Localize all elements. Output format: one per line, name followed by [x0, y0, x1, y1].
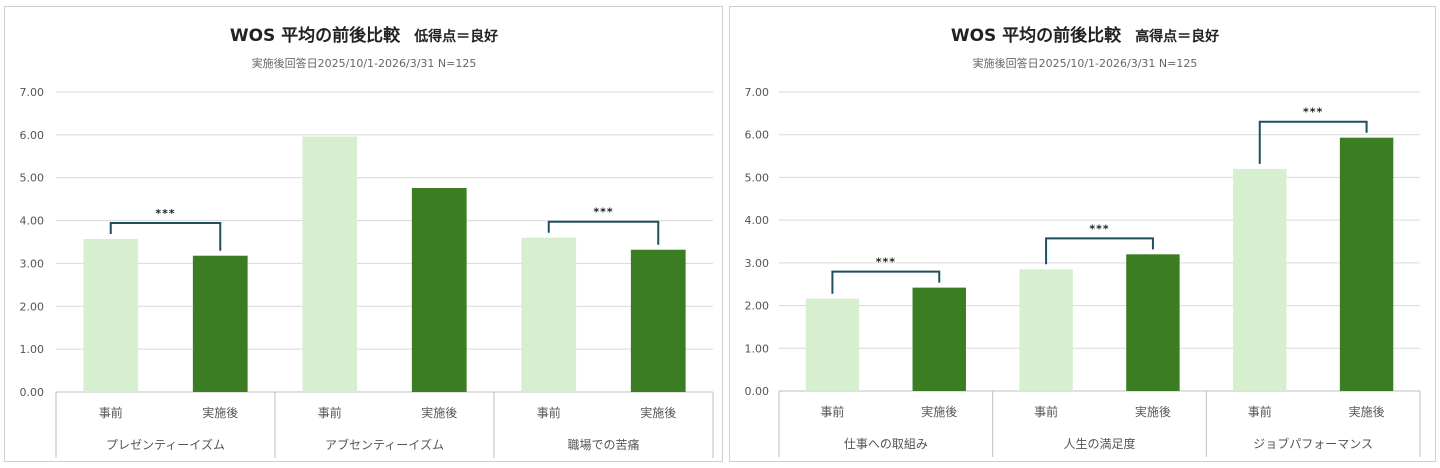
y-tick-label: 4.00	[745, 214, 770, 227]
category-label: 事前	[1034, 404, 1058, 419]
category-label: 事前	[1248, 404, 1272, 419]
bar-after	[192, 255, 248, 392]
group-label: プレゼンティーイズム	[106, 437, 225, 452]
significance-label: ***	[1089, 222, 1109, 235]
chart-panel-right: WOS 平均の前後比較 高得点＝良好実施後回答日2025/10/1-2026/3/…	[729, 6, 1436, 462]
significance-label: ***	[593, 206, 613, 219]
y-tick-label: 1.00	[745, 342, 770, 355]
y-tick-label: 6.00	[20, 129, 45, 142]
bar-before	[521, 237, 577, 392]
group-label: 人生の満足度	[1063, 436, 1135, 451]
significance-bracket	[547, 220, 660, 245]
category-label: 実施後	[202, 405, 238, 420]
chart-title: WOS 平均の前後比較 高得点＝良好	[951, 25, 1219, 46]
chart-title-note: 低得点＝良好	[413, 28, 498, 45]
group-label: 仕事への取組み	[844, 437, 928, 451]
category-label: 実施後	[1349, 404, 1385, 419]
chart-subtitle: 実施後回答日2025/10/1-2026/3/31 N=125	[252, 56, 477, 70]
y-tick-label: 2.00	[745, 300, 770, 313]
bar-after	[411, 188, 467, 392]
y-tick-label: 2.00	[20, 300, 45, 313]
y-tick-label: 5.00	[745, 171, 770, 184]
group-label: ジョブパフォーマンス	[1253, 436, 1373, 451]
bar-after	[912, 287, 966, 391]
y-tick-label: 5.00	[20, 172, 45, 185]
category-label: 事前	[99, 405, 123, 420]
chart-left-svg: WOS 平均の前後比較 低得点＝良好実施後回答日2025/10/1-2026/3/…	[20, 25, 714, 458]
y-tick-label: 3.00	[20, 257, 45, 270]
chart-right-svg: WOS 平均の前後比較 高得点＝良好実施後回答日2025/10/1-2026/3/…	[745, 25, 1421, 457]
chart-title-main: WOS 平均の前後比較	[951, 25, 1122, 46]
bar-after	[630, 249, 686, 392]
chart-title-note: 高得点＝良好	[1135, 28, 1219, 45]
bar-before	[805, 298, 860, 391]
significance-label: ***	[155, 207, 175, 220]
category-label: 実施後	[1135, 404, 1171, 419]
significance-bracket	[1045, 237, 1154, 265]
bar-before	[302, 136, 358, 392]
category-label: 事前	[537, 405, 561, 420]
significance-bracket	[1258, 120, 1368, 164]
chart-title-main: WOS 平均の前後比較	[230, 25, 401, 46]
y-tick-label: 3.00	[745, 257, 770, 270]
group-label: アブセンティーイズム	[325, 437, 444, 452]
category-label: 事前	[820, 404, 844, 419]
significance-label: ***	[1303, 106, 1323, 119]
chart-panel-left: WOS 平均の前後比較 低得点＝良好実施後回答日2025/10/1-2026/3/…	[4, 6, 723, 462]
y-tick-label: 4.00	[20, 215, 45, 228]
chart-subtitle: 実施後回答日2025/10/1-2026/3/31 N=125	[973, 56, 1198, 70]
y-tick-label: 6.00	[745, 129, 770, 142]
significance-bracket	[109, 222, 222, 251]
y-tick-label: 7.00	[745, 86, 770, 99]
group-label: 職場での苦痛	[567, 437, 639, 452]
y-tick-label: 0.00	[745, 385, 770, 398]
bar-before	[1233, 168, 1287, 391]
bar-before	[1019, 269, 1073, 391]
y-tick-label: 1.00	[20, 343, 45, 356]
category-label: 実施後	[421, 405, 457, 420]
bar-after	[1126, 254, 1180, 391]
category-label: 実施後	[640, 405, 676, 420]
y-tick-label: 7.00	[20, 86, 45, 99]
significance-bracket	[831, 270, 941, 294]
bar-after	[1339, 137, 1394, 391]
category-label: 実施後	[921, 404, 957, 419]
significance-label: ***	[876, 256, 896, 269]
bar-before	[83, 239, 139, 392]
category-label: 事前	[318, 405, 342, 420]
y-tick-label: 0.00	[20, 386, 45, 399]
chart-title: WOS 平均の前後比較 低得点＝良好	[230, 25, 498, 46]
